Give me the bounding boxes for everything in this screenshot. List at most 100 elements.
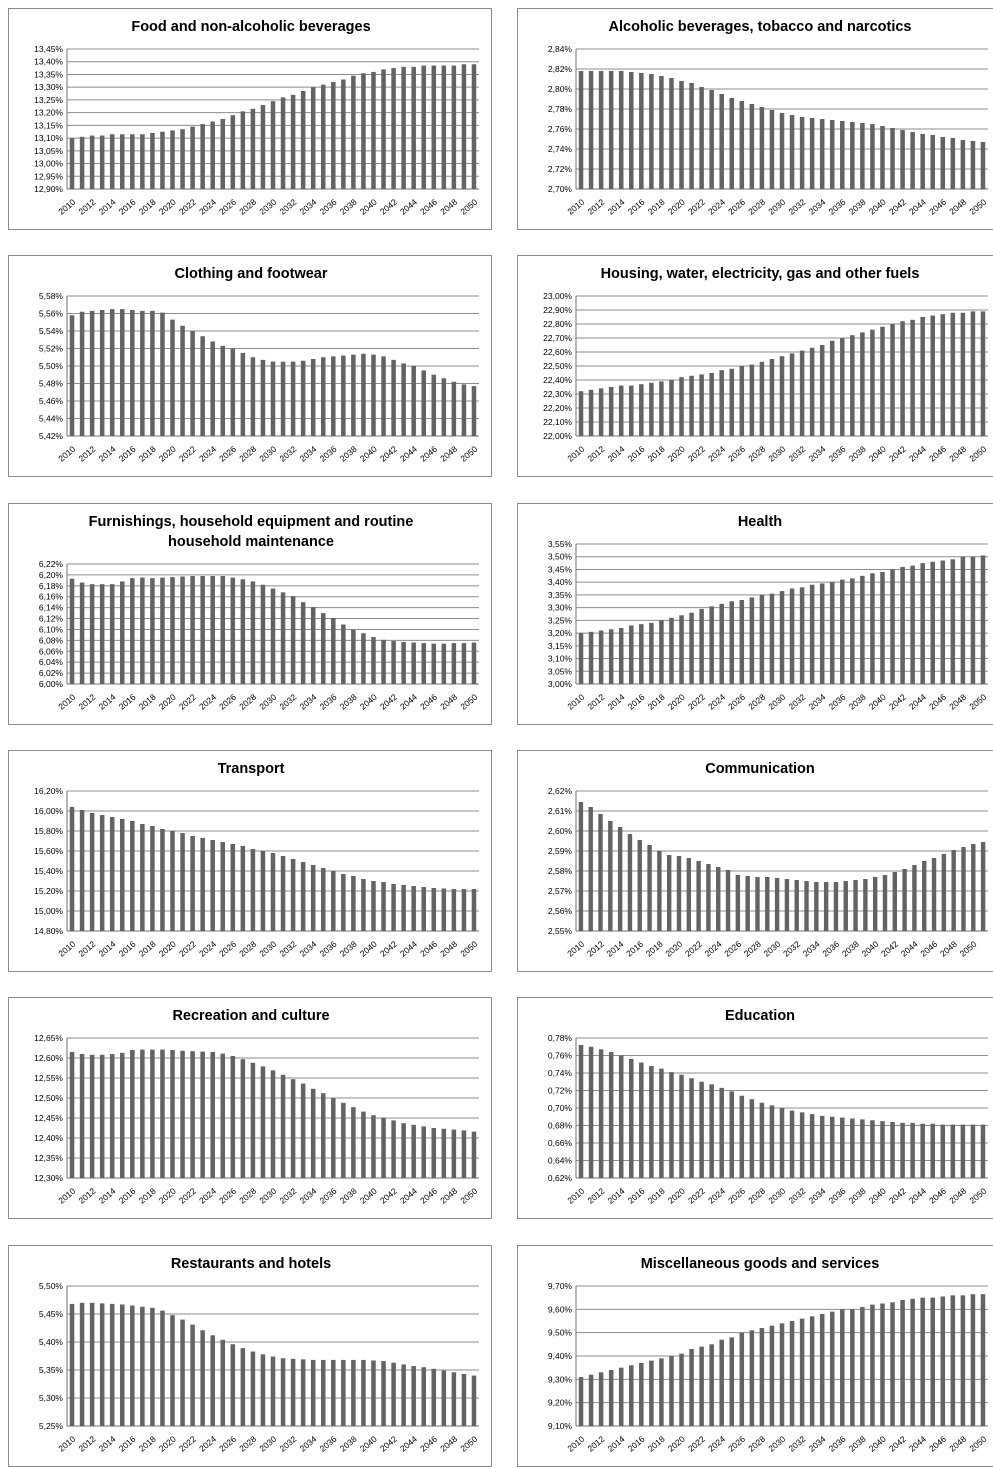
bar-2032 — [290, 1079, 296, 1178]
bar-2019 — [669, 1356, 674, 1426]
y-tick-label: 13,45% — [34, 44, 63, 54]
y-tick-label: 5,42% — [39, 431, 64, 441]
bar-2033 — [809, 1316, 815, 1426]
chart-title: Clothing and footwear — [174, 266, 327, 282]
x-tick-label: 2042 — [887, 1434, 908, 1454]
x-tick-label: 2010 — [565, 939, 586, 959]
bar-2017 — [649, 74, 654, 189]
y-tick-label: 13,15% — [34, 120, 63, 130]
chart-panel-alcohol: Alcoholic beverages, tobacco and narcoti… — [517, 8, 993, 230]
bar-2037 — [341, 355, 346, 436]
bar-2036 — [331, 356, 336, 436]
bar-2045 — [421, 65, 426, 189]
x-tick-label: 2050 — [458, 1186, 479, 1206]
bar-2024 — [716, 867, 721, 931]
x-tick-label: 2050 — [458, 692, 479, 712]
x-tick-label: 2022 — [683, 939, 704, 959]
bar-2017 — [649, 382, 654, 436]
bar-2048 — [960, 1124, 966, 1178]
bar-2028 — [250, 108, 256, 189]
x-tick-label: 2042 — [879, 939, 900, 959]
x-tick-label: 2024 — [197, 444, 218, 464]
bar-2033 — [809, 347, 815, 436]
y-tick-label: 2,62% — [548, 786, 573, 796]
x-tick-label: 2020 — [666, 1186, 687, 1206]
x-tick-label: 2042 — [887, 444, 908, 464]
x-tick-label: 2020 — [157, 1434, 178, 1454]
y-tick-label: 3,40% — [548, 577, 573, 587]
bar-2050 — [980, 311, 986, 436]
y-tick-label: 13,10% — [34, 133, 63, 143]
bar-2046 — [940, 1124, 946, 1178]
x-tick-label: 2048 — [438, 692, 459, 712]
bar-2019 — [669, 617, 674, 684]
bar-2021 — [180, 129, 185, 189]
x-tick-label: 2016 — [626, 1434, 647, 1454]
x-tick-label: 2024 — [197, 197, 218, 217]
bar-2029 — [769, 1105, 775, 1178]
bar-2028 — [250, 1062, 256, 1178]
x-tick-label: 2044 — [907, 692, 928, 712]
bar-2013 — [99, 815, 105, 931]
bar-2017 — [647, 845, 652, 931]
bar-2016 — [130, 821, 135, 931]
bar-2043 — [401, 66, 406, 189]
bar-2025 — [725, 870, 731, 931]
bar-2032 — [290, 361, 296, 436]
bar-2044 — [912, 865, 917, 931]
bar-2023 — [200, 838, 205, 931]
x-tick-label: 2024 — [197, 692, 218, 712]
bar-2037 — [341, 624, 346, 684]
bar-2041 — [890, 1302, 895, 1426]
bar-2026 — [230, 115, 236, 189]
x-tick-label: 2040 — [358, 692, 379, 712]
x-tick-label: 2020 — [666, 197, 687, 217]
x-tick-label: 2012 — [585, 1186, 606, 1206]
bar-2030 — [270, 361, 276, 436]
bar-2010 — [69, 315, 75, 436]
x-tick-label: 2032 — [277, 1186, 298, 1206]
bar-2018 — [150, 578, 155, 684]
bar-2041 — [890, 324, 895, 436]
bar-2039 — [361, 1111, 366, 1178]
bar-2022 — [190, 836, 195, 931]
bar-2019 — [160, 577, 165, 684]
x-tick-label: 2044 — [398, 1434, 419, 1454]
bar-2042 — [391, 359, 396, 436]
bar-2047 — [950, 1124, 956, 1178]
bar-2018 — [659, 1358, 664, 1426]
bar-2026 — [230, 1056, 236, 1178]
bar-2048 — [451, 1129, 457, 1178]
x-tick-label: 2012 — [76, 1186, 97, 1206]
x-tick-label: 2028 — [237, 692, 258, 712]
x-tick-label: 2034 — [807, 1186, 828, 1206]
bar-2047 — [941, 854, 947, 931]
x-tick-label: 2028 — [237, 1186, 258, 1206]
y-tick-label: 5,56% — [39, 309, 64, 319]
x-tick-label: 2024 — [197, 939, 218, 959]
bar-2010 — [69, 138, 75, 189]
x-tick-label: 2044 — [907, 197, 928, 217]
x-tick-label: 2044 — [907, 1186, 928, 1206]
x-tick-label: 2038 — [338, 1186, 359, 1206]
bar-2036 — [840, 338, 845, 436]
bar-2042 — [391, 68, 396, 189]
x-tick-label: 2036 — [827, 444, 848, 464]
bar-2011 — [79, 1302, 85, 1426]
bar-2012 — [89, 310, 95, 436]
bar-2035 — [320, 868, 326, 931]
x-tick-label: 2044 — [398, 1186, 419, 1206]
x-tick-label: 2018 — [137, 197, 158, 217]
bar-2039 — [361, 1359, 366, 1426]
bar-2027 — [240, 1059, 246, 1178]
x-tick-label: 2018 — [137, 444, 158, 464]
x-tick-label: 2036 — [318, 1434, 339, 1454]
x-tick-label: 2050 — [967, 1186, 988, 1206]
x-tick-label: 2014 — [97, 939, 118, 959]
bar-2012 — [89, 1054, 95, 1178]
bar-2041 — [890, 1122, 895, 1178]
bar-2024 — [210, 1052, 215, 1178]
x-tick-label: 2030 — [257, 1186, 278, 1206]
bar-2045 — [421, 887, 426, 931]
x-tick-label: 2042 — [378, 1186, 399, 1206]
